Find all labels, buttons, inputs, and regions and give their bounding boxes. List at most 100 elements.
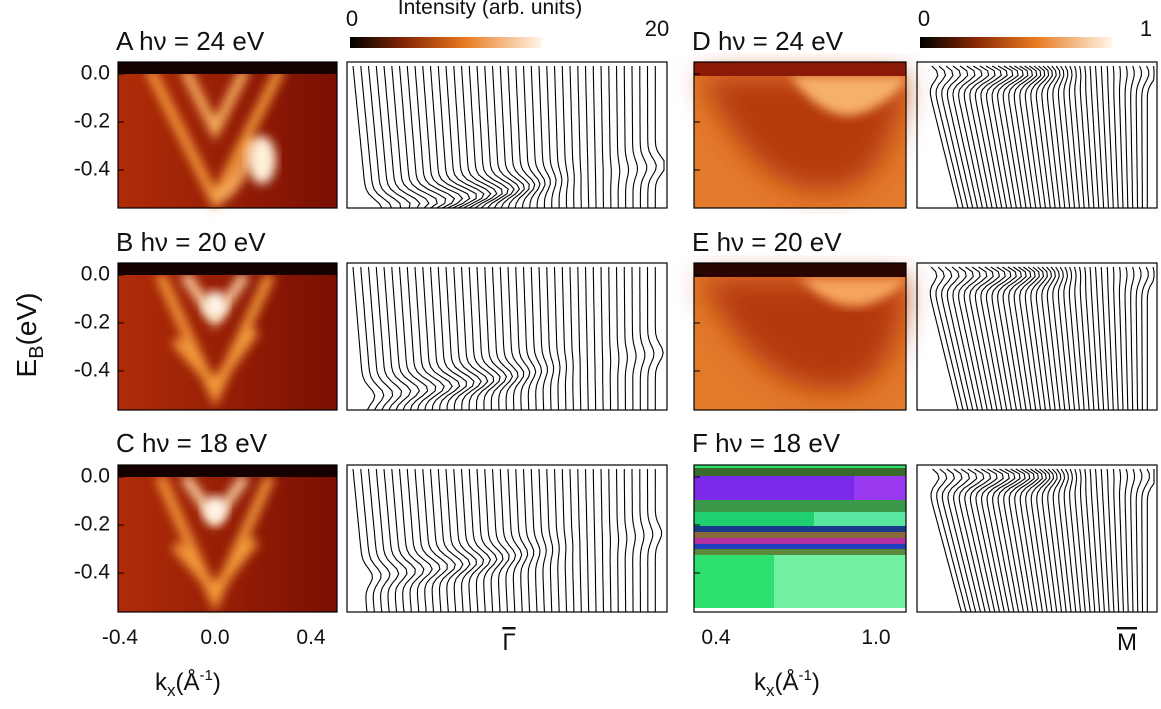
edc-curve: [1052, 468, 1067, 613]
edc-curve: [615, 266, 620, 410]
edc-curve: [1030, 266, 1047, 411]
edc-curve: [1130, 65, 1135, 209]
y-tick-label: 0.0: [81, 263, 110, 286]
y-tick-label: 0.0: [81, 465, 110, 488]
edc-curve: [491, 266, 514, 411]
edc-curve: [484, 65, 515, 209]
y-ticks: 0.0 -0.2 -0.4 0.0 -0.2 -0.4 0.0 -0.2 -0.4: [74, 62, 700, 584]
edc-curve: [1008, 65, 1029, 209]
edc-curve: [992, 468, 1016, 613]
edc-curve: [1013, 65, 1033, 209]
heatmap: [694, 465, 906, 612]
heatmap: [694, 263, 906, 410]
edc-curve: [980, 65, 1003, 209]
edc-curve: [980, 266, 1003, 411]
edc-curve: [1036, 468, 1053, 613]
edc-curve: [639, 267, 646, 411]
edc-curve: [491, 65, 521, 209]
y-axis-label: EB(eV): [11, 293, 48, 378]
edc-curve: [375, 266, 403, 411]
edc-curve: [1030, 65, 1047, 209]
edc-curve: [946, 65, 974, 209]
edc-curve: [522, 266, 537, 411]
edc-curve: [577, 65, 582, 209]
edc-curve: [1008, 266, 1027, 411]
edc-curve: [406, 468, 433, 613]
edc-curve: [375, 468, 400, 613]
edc-curve: [1084, 266, 1095, 411]
edc-curve: [1135, 266, 1142, 411]
edc-curve: [429, 65, 471, 209]
x-tick-label: 0.4: [701, 626, 731, 649]
edc-curve: [631, 66, 639, 209]
edc-curve: [561, 468, 568, 613]
edc-curve: [1146, 65, 1155, 208]
edc-curve: [352, 468, 373, 613]
edc-label: M: [1117, 629, 1137, 656]
edc-curve: [429, 266, 461, 411]
edc-curve: [592, 66, 597, 209]
edc-curve: [1041, 468, 1058, 613]
edc-curve: [1100, 468, 1110, 613]
edc-curve: [1063, 65, 1076, 209]
edc-curve: [530, 468, 541, 613]
edc-curve: [1141, 65, 1150, 208]
edc-curve: [569, 65, 575, 209]
edc-curve: [360, 468, 382, 613]
edc-curve: [639, 66, 648, 209]
edc-curve: [623, 469, 628, 613]
edc-curve: [592, 469, 597, 613]
edc-curve: [584, 65, 590, 209]
edc-curve: [1094, 266, 1105, 411]
edc-curve: [963, 65, 988, 209]
edc-curve: [1024, 65, 1042, 209]
edc-curve: [375, 65, 411, 209]
edc-curve: [1052, 65, 1066, 209]
edc-curve: [1013, 266, 1032, 411]
edc-curve: [422, 65, 464, 209]
y-tick-label: -0.4: [74, 561, 111, 584]
edc-curve: [507, 65, 530, 209]
edc-curve: [1089, 65, 1100, 209]
edc-curve: [1146, 469, 1155, 612]
edc-curve: [985, 65, 1008, 209]
edc-curve: [538, 65, 551, 208]
edc-curve: [367, 468, 391, 613]
edc-curve: [1002, 65, 1024, 209]
edc-curve: [600, 468, 605, 613]
edc-curve: [975, 468, 1001, 613]
edc-curve: [986, 468, 1010, 613]
edc-curve: [608, 469, 612, 613]
edc-curve: [1106, 65, 1114, 209]
edc-curve: [422, 468, 448, 613]
edc-curve: [1141, 468, 1150, 612]
edc-curve: [991, 266, 1013, 411]
edc-curve: [646, 267, 655, 410]
edc-curve: [460, 266, 489, 411]
edc-curve: [499, 266, 519, 411]
edc-curve: [969, 468, 996, 613]
edc-curve: [561, 266, 568, 411]
y-tick-label: -0.4: [74, 158, 111, 181]
heatmap: [118, 263, 337, 410]
edc-curve: [445, 468, 471, 613]
edc-curve: [639, 469, 645, 613]
edc-curve: [1014, 468, 1035, 613]
edc-curve: [1135, 65, 1142, 209]
edc-curve: [1024, 266, 1042, 411]
edc-curve: [1041, 65, 1056, 209]
edc-curve: [1089, 266, 1100, 411]
x-axis-label: kx(Å-1): [754, 667, 820, 700]
edc-curve: [538, 468, 547, 613]
panel-label: F hν = 18 eV: [692, 428, 841, 458]
edc-curve: [553, 65, 563, 209]
edc-curve: [468, 65, 503, 209]
edc-curve: [980, 468, 1005, 613]
edc-curve: [957, 266, 983, 411]
edc-curve: [1146, 266, 1155, 410]
edc-curve: [476, 266, 501, 411]
edc-curve: [1074, 65, 1085, 209]
edc-curve: [600, 266, 604, 411]
edc-curve: [1106, 468, 1115, 613]
edc-curve: [1118, 65, 1124, 209]
